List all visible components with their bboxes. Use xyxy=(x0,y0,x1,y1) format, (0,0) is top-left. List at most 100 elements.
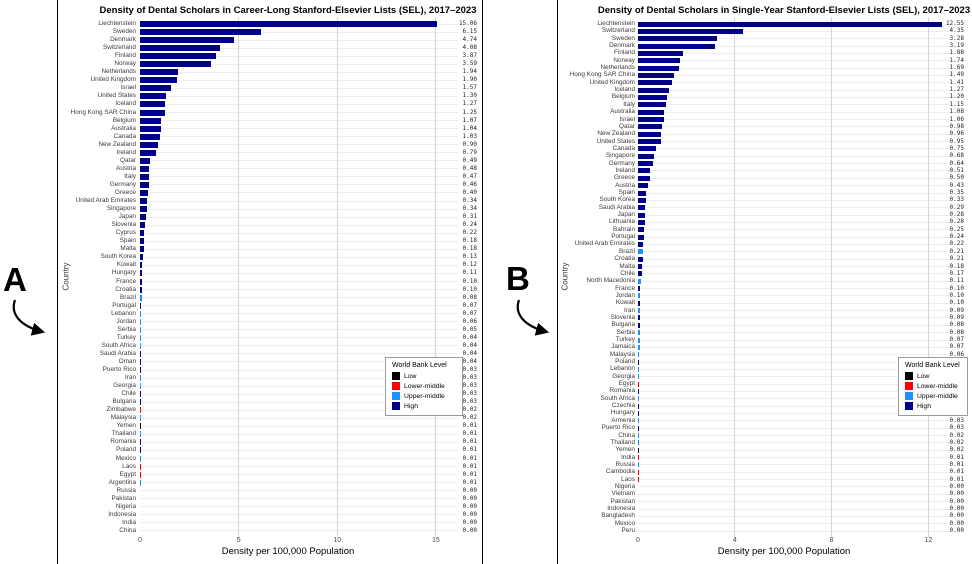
value-label: 0.24 xyxy=(462,221,477,229)
row-gridline xyxy=(140,417,458,419)
legend-swatch-icon xyxy=(392,372,400,380)
value-label: 0.79 xyxy=(462,148,477,156)
row-gridline xyxy=(140,232,458,234)
row-gridline xyxy=(638,361,950,363)
country-label: Liechtenstein xyxy=(597,20,635,27)
row-gridline xyxy=(638,67,950,69)
value-label: 0.10 xyxy=(949,291,964,299)
figure-a: Density of Dental Scholars in Career-Lon… xyxy=(57,0,483,564)
row-gridline xyxy=(638,427,950,429)
bar xyxy=(638,117,664,123)
row-gridline xyxy=(140,224,458,226)
value-label: 1.69 xyxy=(949,64,964,72)
row-gridline xyxy=(638,280,950,282)
country-label: Jordan xyxy=(116,317,136,325)
bar xyxy=(140,358,141,365)
row-gridline xyxy=(140,144,458,146)
row-gridline xyxy=(638,310,950,312)
country-label: Germany xyxy=(608,159,635,167)
country-label: Italy xyxy=(623,100,635,108)
row-gridline xyxy=(140,498,458,500)
bar xyxy=(140,479,141,486)
value-label: 4.08 xyxy=(462,44,477,52)
row-gridline xyxy=(638,508,950,510)
row-gridline xyxy=(638,141,950,143)
country-label: Bulgaria xyxy=(112,398,136,406)
country-label: Nigeria xyxy=(115,502,136,510)
bar xyxy=(638,352,640,358)
bar xyxy=(638,359,640,365)
country-label: Greece xyxy=(614,174,635,182)
value-label: 0.01 xyxy=(462,454,477,462)
bar xyxy=(638,425,639,431)
row-gridline xyxy=(140,120,458,122)
x-axis-label-a: Density per 100,000 Population xyxy=(221,546,355,557)
value-label: 4.35 xyxy=(949,27,964,35)
row-gridline xyxy=(140,474,458,476)
bar xyxy=(140,326,141,333)
row-gridline xyxy=(140,47,458,49)
legend-label: Low xyxy=(404,372,417,380)
row-gridline xyxy=(140,160,458,162)
bar xyxy=(638,315,641,321)
row-gridline xyxy=(638,390,950,392)
country-label: Iceland xyxy=(115,100,136,108)
row-gridline xyxy=(140,345,458,347)
value-label: 0.46 xyxy=(462,180,477,188)
value-label: 0.01 xyxy=(462,422,477,430)
row-gridline xyxy=(140,192,458,194)
row-gridline xyxy=(140,337,458,339)
country-label: Thailand xyxy=(610,438,635,446)
value-label: 0.08 xyxy=(949,328,964,336)
country-label: Australia xyxy=(111,124,136,132)
value-label: 0.29 xyxy=(949,203,964,211)
bar xyxy=(140,133,161,140)
bar xyxy=(638,161,654,167)
value-label: 1.94 xyxy=(462,68,477,76)
bar xyxy=(140,77,178,84)
bar xyxy=(638,87,669,93)
country-label: Puerto Rico xyxy=(601,424,635,432)
value-label: 0.51 xyxy=(949,166,964,174)
x-axis-label-b: Density per 100,000 Population xyxy=(717,546,851,557)
row-gridline xyxy=(638,288,950,290)
row-gridline xyxy=(140,281,458,282)
country-label: Turkey xyxy=(116,333,136,341)
bar xyxy=(140,391,141,398)
country-label: Japan xyxy=(118,213,136,221)
row-gridline xyxy=(638,376,950,378)
bar xyxy=(638,50,684,56)
value-label: 0.47 xyxy=(462,172,477,180)
value-label: 0.02 xyxy=(949,446,964,454)
country-label: China xyxy=(618,431,635,439)
country-label: Argentina xyxy=(108,478,136,486)
value-label: 0.04 xyxy=(462,357,477,365)
value-label: 0.25 xyxy=(949,225,964,233)
legend-item: Upper-middle xyxy=(905,392,961,400)
row-gridline xyxy=(140,522,458,524)
bar xyxy=(140,447,141,454)
panel-label-a: A xyxy=(3,261,27,298)
row-gridline xyxy=(140,208,458,210)
value-label: 0.03 xyxy=(462,382,477,390)
row-gridline xyxy=(638,405,950,407)
bar xyxy=(638,337,640,343)
value-label: 1.25 xyxy=(462,108,477,116)
country-label: Singapore xyxy=(106,205,136,213)
row-gridline xyxy=(140,530,458,532)
chart-title-a: Density of Dental Scholars in Career-Lon… xyxy=(99,5,477,16)
row-gridline xyxy=(638,74,950,76)
country-label: Italy xyxy=(124,172,136,180)
value-label: 12.55 xyxy=(945,20,964,27)
value-label: 0.07 xyxy=(949,336,964,343)
value-label: 0.04 xyxy=(462,341,477,349)
bar xyxy=(140,37,234,44)
value-label: 0.68 xyxy=(949,152,964,160)
row-gridline xyxy=(638,302,950,304)
bar xyxy=(140,61,211,68)
bar xyxy=(638,124,662,130)
bar xyxy=(638,477,639,483)
row-gridline xyxy=(140,297,458,299)
bar xyxy=(140,157,150,164)
value-label: 0.10 xyxy=(949,299,964,307)
